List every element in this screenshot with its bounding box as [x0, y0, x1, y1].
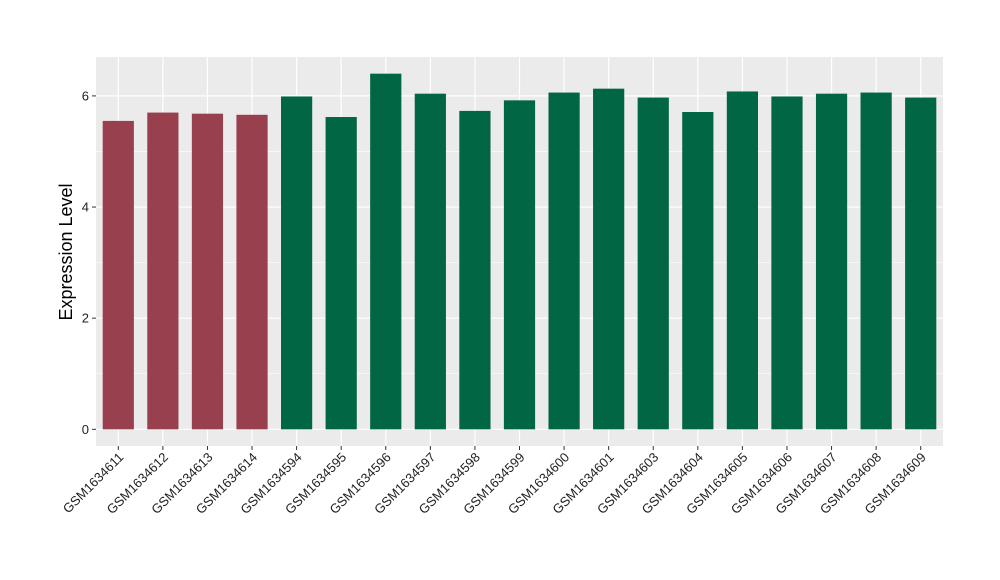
bar-GSM1634598 [459, 110, 491, 430]
bar-GSM1634604 [682, 112, 714, 430]
bar-GSM1634609 [905, 97, 937, 430]
bar-GSM1634595 [325, 117, 357, 430]
bar-GSM1634597 [414, 93, 446, 430]
y-tick-label: 2 [82, 311, 89, 326]
bar-GSM1634600 [548, 92, 580, 430]
bar-GSM1634613 [191, 113, 224, 430]
bar-GSM1634607 [815, 93, 848, 430]
bar-GSM1634601 [593, 88, 625, 430]
y-tick-label: 0 [82, 422, 89, 437]
y-tick-label: 4 [82, 200, 89, 215]
bar-GSM1634594 [281, 96, 313, 430]
bars [102, 73, 937, 430]
bar-GSM1634614 [236, 114, 268, 430]
bar-GSM1634612 [147, 112, 179, 430]
bar-GSM1634596 [370, 73, 402, 430]
y-axis: 0 2 4 6 [82, 88, 96, 437]
bar-GSM1634611 [102, 120, 134, 430]
bar-GSM1634605 [726, 91, 758, 430]
bar-GSM1634608 [860, 92, 892, 430]
y-tick-label: 6 [82, 88, 89, 103]
x-axis: GSM1634611GSM1634612GSM1634613GSM1634614… [60, 446, 929, 517]
bar-GSM1634606 [771, 96, 803, 430]
bar-GSM1634599 [503, 100, 536, 430]
y-axis-title: Expression Level [56, 183, 76, 320]
bar-GSM1634603 [637, 97, 669, 430]
